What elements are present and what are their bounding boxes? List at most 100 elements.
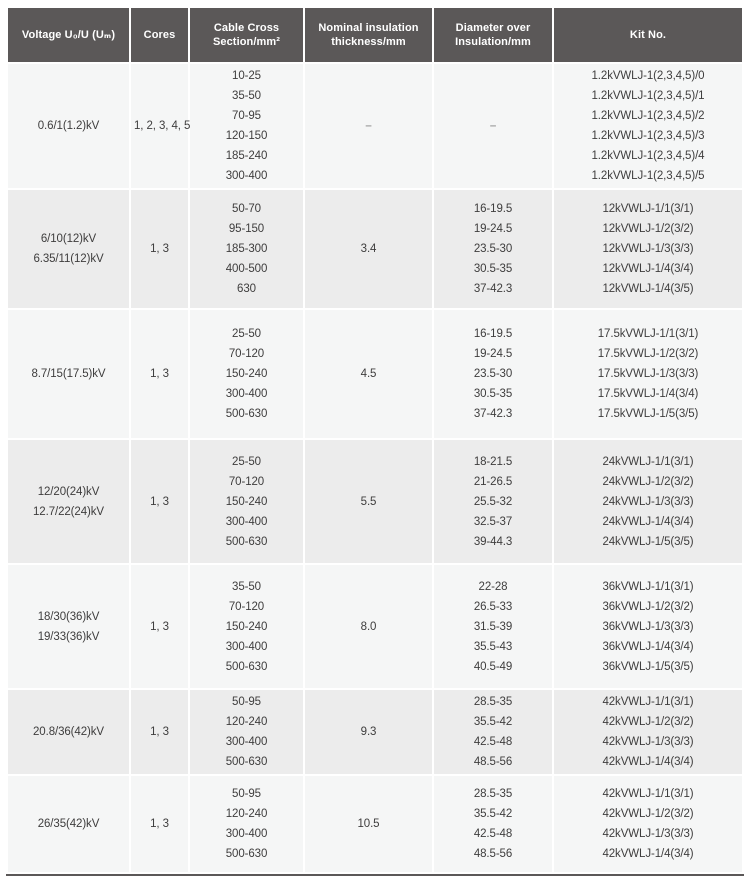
cell-value: 12kVWLJ-1/1(3/1) [602, 203, 694, 215]
cell-value: 500-630 [225, 848, 268, 860]
cell-value: 18/30(36)kV [37, 610, 100, 623]
cell-value: 150-240 [225, 620, 268, 633]
cell-diameter: – [434, 64, 552, 188]
cell-value: 17.5kVWLJ-1/2(3/2) [597, 348, 699, 360]
cell-kit_no: 36kVWLJ-1/1(3/1) 36kVWLJ-1/2(3/2) 36kVWLJ-… [554, 565, 742, 688]
cell-kit_no: 12kVWLJ-1/1(3/1) 12kVWLJ-1/2(3/2) 12kVWLJ-… [554, 190, 742, 308]
cell-value: 70-120 [228, 600, 265, 613]
cell-value: 42kVWLJ-1/2(3/2) [602, 716, 694, 728]
empty-value-dash: – [365, 120, 372, 132]
header-label: Diameter over [455, 22, 531, 34]
header-label: Cable Cross [213, 22, 280, 34]
cell-value: 35-50 [232, 90, 261, 102]
cell-value: 42kVWLJ-1/1(3/1) [602, 788, 694, 800]
cell-value: 0.6/1(1.2)kV [37, 120, 100, 132]
cell-value: 42kVWLJ-1/3(3/3) [602, 736, 694, 748]
cell-value: 300-400 [225, 515, 268, 528]
cell-cross_section: 50-95 120-240 300-400 500-630 [190, 776, 303, 872]
cell-cores: 1, 3 [131, 310, 188, 438]
cell-value: 36kVWLJ-1/5(3/5) [602, 660, 694, 673]
cell-diameter: 28.5-35 35.5-42 42.5-48 48.5-56 [434, 690, 552, 774]
header-cell-cores: Cores [131, 8, 188, 62]
cell-value: 30.5-35 [473, 263, 513, 275]
cell-value: 50-70 [232, 203, 261, 215]
cell-value: 23.5-30 [473, 368, 513, 380]
cell-value: 500-630 [225, 756, 268, 768]
cell-cross_section: 10-25 35-50 70-95 120-150 185-240 300-400 [190, 64, 303, 188]
cell-kit_no: 42kVWLJ-1/1(3/1) 42kVWLJ-1/2(3/2) 42kVWLJ-… [554, 690, 742, 774]
table-row: 8.7/15(17.5)kV 1, 3 25-50 70-120 150-240 300-… [8, 310, 742, 438]
cell-value: 39-44.3 [473, 535, 513, 548]
cell-value: 1.2kVWLJ-1(2,3,4,5)/0 [591, 70, 705, 82]
cell-value: 25.5-32 [473, 495, 513, 508]
header-label: Insulation/mm [455, 36, 531, 48]
cell-thickness: 9.3 [305, 690, 432, 774]
table-row: 0.6/1(1.2)kV 1, 2, 3, 4, 5 10-25 35-50 70-95… [8, 64, 742, 188]
cell-value: 48.5-56 [473, 848, 513, 860]
header-label: Kit No. [629, 29, 667, 41]
cell-value: 70-95 [232, 110, 261, 122]
cell-value: 32.5-37 [473, 515, 513, 528]
cell-value: 36kVWLJ-1/2(3/2) [602, 600, 694, 613]
cell-diameter: 22-28 26.5-33 31.5-39 35.5-43 40.5-49 [434, 565, 552, 688]
cell-value: 17.5kVWLJ-1/4(3/4) [597, 388, 699, 400]
cell-value: 50-95 [232, 696, 261, 708]
cell-value: 120-150 [225, 130, 268, 142]
spec-table: Voltage U₀/U (Uₘ) Cores Cable Cross Section… [6, 6, 744, 874]
cell-cross_section: 25-50 70-120 150-240 300-400 500-630 [190, 310, 303, 438]
cell-value: 1.2kVWLJ-1(2,3,4,5)/5 [591, 170, 705, 182]
cell-value: 1, 2, 3, 4, 5 [134, 120, 191, 132]
cell-value: 17.5kVWLJ-1/1(3/1) [597, 328, 699, 340]
cell-voltage: 26/35(42)kV [8, 776, 129, 872]
cell-thickness: 8.0 [305, 565, 432, 688]
cell-value: 36kVWLJ-1/1(3/1) [602, 580, 694, 593]
table-row: 18/30(36)kV 19/33(36)kV 1, 3 35-50 70-120 150… [8, 565, 742, 688]
cell-value: 26.5-33 [473, 600, 513, 613]
cell-value: 18-21.5 [473, 455, 513, 468]
cell-value: 1.2kVWLJ-1(2,3,4,5)/1 [591, 90, 705, 102]
cell-thickness: 3.4 [305, 190, 432, 308]
cell-value: 36kVWLJ-1/4(3/4) [602, 640, 694, 653]
cell-value: 20.8/36(42)kV [33, 726, 104, 738]
cell-value: 1.2kVWLJ-1(2,3,4,5)/2 [591, 110, 705, 122]
header-cell-voltage: Voltage U₀/U (Uₘ) [8, 8, 129, 62]
cell-value: 25-50 [232, 455, 261, 468]
cell-value: 1.2kVWLJ-1(2,3,4,5)/4 [591, 150, 705, 162]
cell-value: 42kVWLJ-1/4(3/4) [602, 848, 694, 860]
cell-value: 3.4 [360, 243, 377, 255]
cell-voltage: 8.7/15(17.5)kV [8, 310, 129, 438]
header-cell-kit_no: Kit No. [554, 8, 742, 62]
cell-value: 1, 3 [150, 495, 169, 508]
cell-value: 42kVWLJ-1/4(3/4) [602, 756, 694, 768]
cell-value: 95-150 [228, 223, 265, 235]
header-label: Section/mm² [212, 36, 281, 48]
cell-cores: 1, 3 [131, 440, 188, 563]
cell-diameter: 16-19.5 19-24.5 23.5-30 30.5-35 37-42.3 [434, 190, 552, 308]
cell-value: 1, 3 [150, 620, 169, 633]
cell-value: 12kVWLJ-1/3(3/3) [602, 243, 694, 255]
cell-value: 36kVWLJ-1/3(3/3) [602, 620, 694, 633]
cell-value: 1, 3 [150, 243, 169, 255]
cell-value: 26/35(42)kV [37, 818, 100, 830]
cell-value: 500-630 [225, 535, 268, 548]
cell-value: 22-28 [478, 580, 508, 593]
cell-value: 1, 3 [150, 726, 169, 738]
cell-diameter: 28.5-35 35.5-42 42.5-48 48.5-56 [434, 776, 552, 872]
cell-value: 12kVWLJ-1/2(3/2) [602, 223, 694, 235]
cell-value: 42.5-48 [473, 828, 513, 840]
cell-value: 12kVWLJ-1/4(3/4) [602, 263, 694, 275]
cell-value: 48.5-56 [473, 756, 513, 768]
table-row: 6/10(12)kV 6.35/11(12)kV 1, 3 50-70 95-150 18… [8, 190, 742, 308]
cell-thickness: – [305, 64, 432, 188]
cell-value: 120-240 [225, 808, 268, 820]
header-row: Voltage U₀/U (Uₘ) Cores Cable Cross Section… [8, 8, 742, 62]
header-cell-thickness: Nominal insulation thickness/mm [305, 8, 432, 62]
cell-value: 40.5-49 [473, 660, 513, 673]
cell-value: 300-400 [225, 170, 268, 182]
cell-value: 70-120 [228, 348, 265, 360]
header-cell-cross_section: Cable Cross Section/mm² [190, 8, 303, 62]
bottom-rule [6, 874, 744, 876]
cell-value: 300-400 [225, 640, 268, 653]
cell-value: 37-42.3 [473, 408, 513, 420]
cell-cores: 1, 3 [131, 565, 188, 688]
